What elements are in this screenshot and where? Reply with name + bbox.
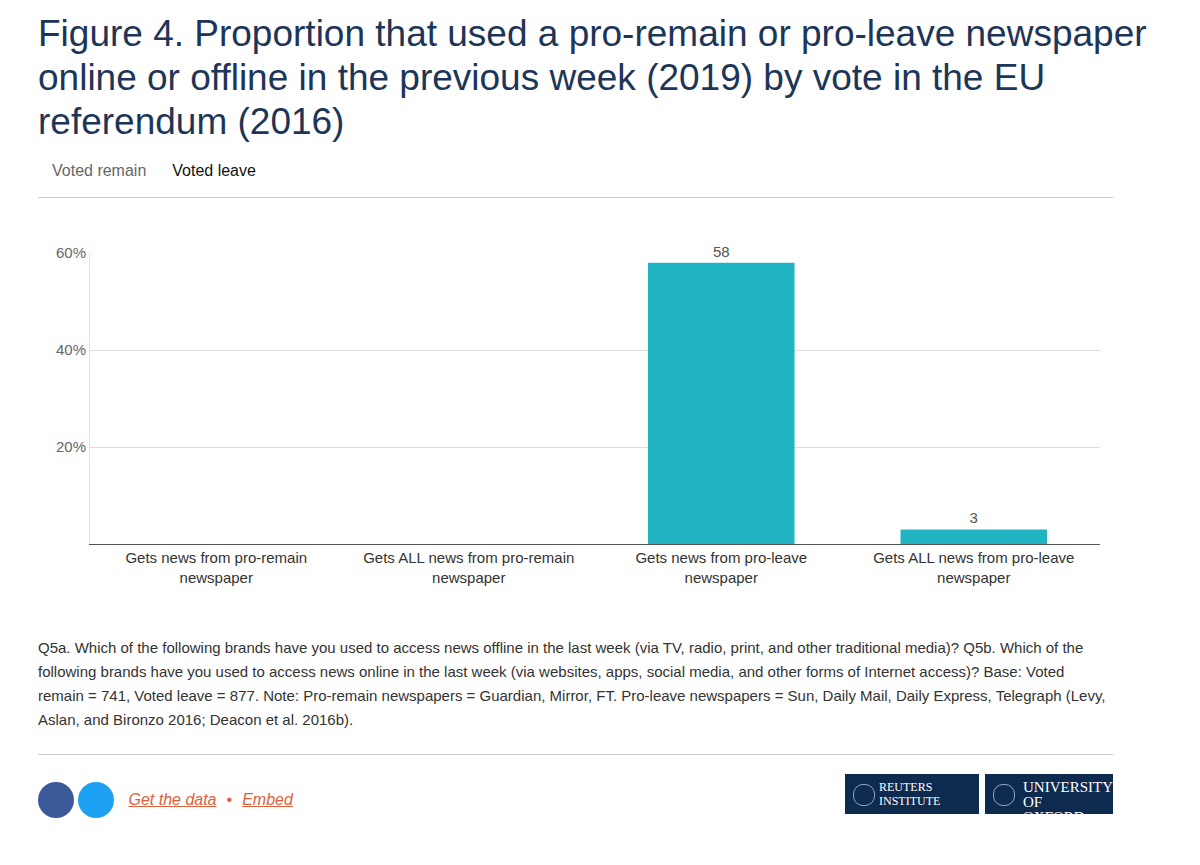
html-text:REUTERS: REUTERS xyxy=(879,780,933,794)
svg-text:40%: 40% xyxy=(56,341,86,358)
svg-text:60%: 60% xyxy=(56,244,86,261)
svg-text:Gets news from pro-leavenewspa: Gets news from pro-leavenewspaper xyxy=(635,549,807,586)
html-text:OXFORD: OXFORD xyxy=(1023,809,1085,825)
html-text:Get the data: Get the data xyxy=(128,791,217,808)
svg-text:Gets news from pro-remainnewsp: Gets news from pro-remainnewspaper xyxy=(125,549,307,586)
html-text:UNIVERSITY OF: UNIVERSITY OF xyxy=(1023,779,1113,810)
html-text:Embed: Embed xyxy=(242,791,293,808)
html-text:INSTITUTE: INSTITUTE xyxy=(879,794,941,808)
svg-text:3: 3 xyxy=(970,509,978,526)
svg-text:58: 58 xyxy=(713,243,730,260)
svg-text:Gets ALL news from pro-remainn: Gets ALL news from pro-remainnewspaper xyxy=(363,549,574,586)
html-text:Q5a. Which of the following br: Q5a. Which of the following brands have … xyxy=(38,639,1106,728)
html-text:Figure 4. Proportion that used: Figure 4. Proportion that used a pro-rem… xyxy=(38,13,1147,142)
svg-text:20%: 20% xyxy=(56,438,86,455)
svg-text:Gets ALL news from pro-leavene: Gets ALL news from pro-leavenewspaper xyxy=(873,549,1074,586)
html-text:Voted remain: Voted remain xyxy=(52,162,147,179)
html-text:Voted leave: Voted leave xyxy=(172,162,256,179)
